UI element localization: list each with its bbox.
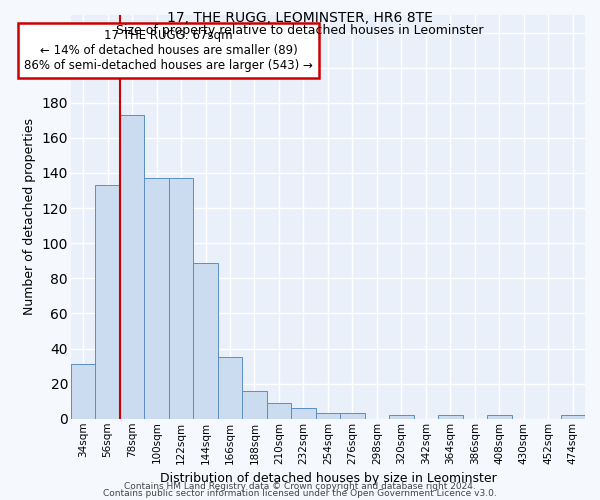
- Bar: [95, 186, 120, 419]
- Text: Contains public sector information licensed under the Open Government Licence v3: Contains public sector information licen…: [103, 490, 497, 498]
- Bar: [218, 358, 242, 419]
- X-axis label: Distribution of detached houses by size in Leominster: Distribution of detached houses by size …: [160, 472, 496, 485]
- Text: 17, THE RUGG, LEOMINSTER, HR6 8TE: 17, THE RUGG, LEOMINSTER, HR6 8TE: [167, 11, 433, 25]
- Text: Size of property relative to detached houses in Leominster: Size of property relative to detached ho…: [116, 24, 484, 37]
- Bar: [560, 416, 585, 419]
- Y-axis label: Number of detached properties: Number of detached properties: [23, 118, 36, 316]
- Bar: [438, 416, 463, 419]
- Text: Contains HM Land Registry data © Crown copyright and database right 2024.: Contains HM Land Registry data © Crown c…: [124, 482, 476, 491]
- Bar: [487, 416, 512, 419]
- Bar: [71, 364, 95, 419]
- Bar: [267, 403, 291, 419]
- Bar: [291, 408, 316, 419]
- Bar: [242, 390, 267, 419]
- Bar: [145, 178, 169, 419]
- Bar: [340, 414, 365, 419]
- Bar: [169, 178, 193, 419]
- Bar: [389, 416, 413, 419]
- Bar: [120, 115, 145, 419]
- Bar: [193, 262, 218, 419]
- Bar: [316, 414, 340, 419]
- Text: 17 THE RUGG: 67sqm
← 14% of detached houses are smaller (89)
86% of semi-detache: 17 THE RUGG: 67sqm ← 14% of detached hou…: [25, 29, 313, 72]
